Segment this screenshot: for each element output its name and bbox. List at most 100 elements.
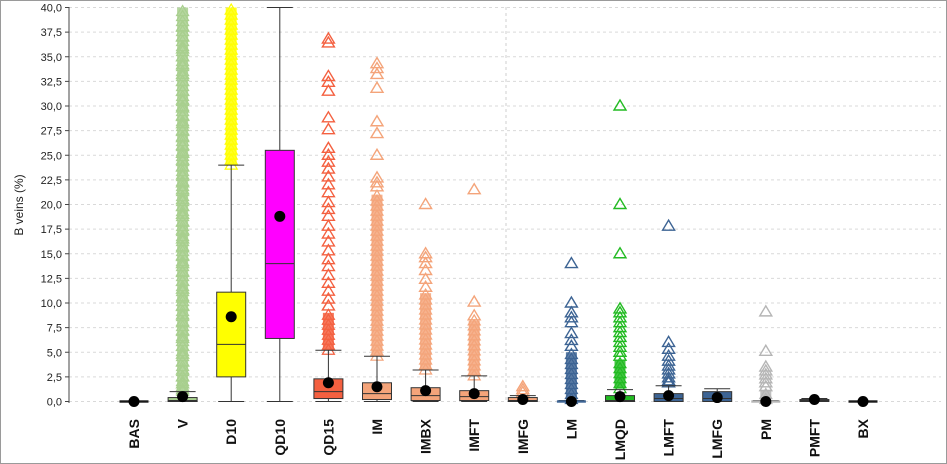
x-tick-label: QD10 bbox=[272, 419, 288, 456]
outlier-point bbox=[758, 304, 774, 317]
y-tick-label: 0,0 bbox=[47, 397, 62, 409]
outlier-point bbox=[175, 323, 190, 336]
outlier-point bbox=[515, 382, 531, 395]
outlier-point bbox=[612, 246, 628, 259]
outlier-point bbox=[369, 114, 385, 127]
mean-marker bbox=[517, 394, 529, 406]
outlier-point bbox=[418, 250, 433, 263]
outlier-point bbox=[321, 291, 336, 304]
plot-area bbox=[119, 2, 878, 407]
outlier-point bbox=[418, 287, 433, 300]
outlier-point bbox=[564, 338, 579, 352]
outlier-point bbox=[321, 147, 336, 160]
outlier-point bbox=[175, 307, 190, 320]
iqr-box bbox=[216, 291, 247, 378]
outlier-point bbox=[175, 346, 190, 359]
outlier-point bbox=[321, 195, 336, 208]
outlier-point bbox=[612, 348, 628, 361]
outlier-point bbox=[175, 199, 190, 212]
outlier-point bbox=[175, 354, 190, 367]
mean-marker bbox=[420, 385, 432, 397]
outlier-point bbox=[321, 308, 336, 320]
box-bx bbox=[848, 396, 878, 407]
box-im bbox=[362, 56, 392, 402]
outlier-point bbox=[612, 98, 628, 111]
y-tick-label: 37,5 bbox=[41, 27, 62, 39]
x-tick-label: PMFT bbox=[806, 419, 822, 458]
outlier-point bbox=[175, 92, 190, 105]
outlier-point bbox=[758, 371, 774, 384]
outlier-point bbox=[175, 206, 190, 220]
outlier-point bbox=[661, 373, 676, 386]
x-tick-label: D10 bbox=[223, 419, 239, 445]
outlier-point bbox=[175, 145, 190, 158]
outlier-cluster bbox=[468, 320, 480, 376]
outlier-point bbox=[321, 169, 336, 182]
outlier-point bbox=[321, 177, 336, 190]
outlier-point bbox=[564, 333, 579, 346]
y-tick-label: 10,0 bbox=[41, 298, 62, 310]
outlier-point bbox=[369, 67, 385, 80]
outlier-point bbox=[418, 271, 433, 285]
y-tick-label: 35,0 bbox=[41, 52, 62, 64]
outlier-point bbox=[321, 161, 336, 174]
outlier-point bbox=[175, 123, 190, 136]
outlier-cluster bbox=[614, 360, 626, 389]
x-tick-label: IMFG bbox=[515, 419, 531, 454]
mean-marker bbox=[371, 381, 383, 393]
outlier-point bbox=[612, 197, 628, 210]
box-lm bbox=[556, 256, 586, 407]
outlier-point bbox=[661, 218, 676, 231]
box-pmft bbox=[799, 394, 830, 406]
outlier-point bbox=[369, 175, 385, 188]
outlier-point bbox=[564, 326, 579, 339]
iqr-box bbox=[264, 149, 295, 339]
outlier-point bbox=[369, 80, 385, 93]
x-tick-label: PM bbox=[758, 419, 774, 440]
box-bas bbox=[119, 396, 149, 407]
x-tick-label: IMFT bbox=[466, 419, 482, 452]
outlier-point bbox=[175, 362, 190, 375]
outlier-point bbox=[321, 298, 336, 311]
outlier-point bbox=[758, 375, 774, 388]
box-imbx bbox=[410, 197, 441, 402]
outlier-cluster bbox=[225, 7, 237, 166]
box-qd15 bbox=[313, 31, 344, 402]
y-tick-label: 40,0 bbox=[41, 3, 62, 15]
outlier-point bbox=[612, 344, 628, 357]
x-tick-label: LMFG bbox=[709, 419, 725, 459]
outlier-point bbox=[175, 29, 190, 42]
box-lmft bbox=[653, 218, 684, 402]
mean-marker bbox=[274, 210, 286, 222]
outlier-point bbox=[175, 130, 190, 143]
outlier-point bbox=[175, 167, 190, 180]
outlier-point bbox=[418, 279, 433, 292]
mean-marker bbox=[225, 311, 237, 323]
mean-marker bbox=[760, 396, 772, 407]
x-tick-label: BX bbox=[855, 418, 871, 438]
outlier-point bbox=[175, 376, 190, 389]
outlier-point bbox=[369, 61, 385, 74]
outlier-point bbox=[321, 35, 336, 48]
y-tick-label: 30,0 bbox=[41, 101, 62, 113]
mean-marker bbox=[857, 396, 869, 407]
outlier-point bbox=[369, 126, 385, 139]
outlier-point bbox=[321, 268, 336, 281]
outlier-point bbox=[321, 110, 336, 123]
outlier-point bbox=[515, 379, 531, 392]
outlier-point bbox=[321, 218, 336, 231]
outlier-cluster bbox=[322, 312, 334, 351]
outlier-point bbox=[321, 226, 336, 239]
outlier-point bbox=[175, 67, 190, 80]
outlier-point bbox=[466, 182, 482, 195]
box-imfg bbox=[507, 379, 538, 406]
outlier-point bbox=[175, 4, 190, 17]
outlier-cluster bbox=[177, 7, 189, 397]
outlier-point bbox=[321, 202, 336, 215]
outlier-point bbox=[175, 100, 190, 113]
outlier-point bbox=[175, 41, 190, 54]
outlier-point bbox=[321, 83, 336, 96]
y-axis: 0,0 2,5 5,0 7,5 10,0 12,5 15,0 17,5 20,0 22,5 25,0… bbox=[41, 3, 70, 409]
outlier-point bbox=[418, 197, 433, 210]
